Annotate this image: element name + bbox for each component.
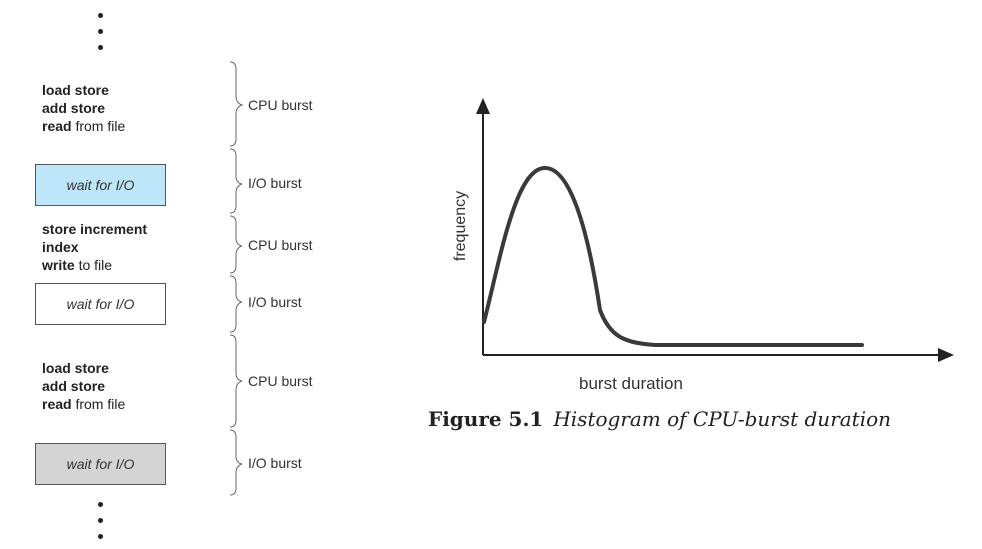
ellipsis-dot bbox=[98, 45, 103, 50]
figure-number: Figure 5.1 bbox=[428, 407, 544, 431]
brace-io-1 bbox=[229, 148, 243, 214]
io-wait-box-2: wait for I/O bbox=[35, 283, 166, 325]
ellipsis-dot bbox=[98, 29, 103, 34]
io-wait-box-3: wait for I/O bbox=[35, 443, 166, 485]
axes bbox=[482, 108, 942, 356]
cpu-instructions-2: store increment index write to file bbox=[42, 220, 147, 274]
io-wait-text: wait for I/O bbox=[66, 456, 135, 472]
instruction-bold: load store bbox=[42, 82, 109, 98]
io-wait-box-1: wait for I/O bbox=[35, 164, 166, 206]
ellipsis-dot bbox=[98, 13, 103, 18]
instruction-bold: load store bbox=[42, 360, 109, 376]
instruction-bold: add store bbox=[42, 100, 106, 116]
brace-cpu-3 bbox=[229, 334, 243, 428]
brace-cpu-1 bbox=[229, 61, 244, 147]
ellipsis-dot bbox=[98, 502, 103, 507]
instruction-bold: index bbox=[42, 239, 79, 255]
instruction-bold: add store bbox=[42, 378, 106, 394]
brace-cpu-2 bbox=[229, 215, 243, 274]
histogram: frequency burst duration bbox=[452, 98, 954, 393]
io-wait-text: wait for I/O bbox=[66, 296, 135, 312]
instruction-bold: write bbox=[42, 257, 75, 273]
instruction-bold: read bbox=[42, 118, 72, 134]
burst-label-cpu: CPU burst bbox=[248, 97, 313, 113]
x-axis-label: burst duration bbox=[579, 374, 683, 393]
braces bbox=[229, 61, 244, 496]
burst-label-io: I/O burst bbox=[248, 455, 302, 471]
brace-io-3 bbox=[229, 429, 243, 496]
figure-caption: Figure 5.1 Histogram of CPU-burst duratio… bbox=[428, 407, 891, 431]
instruction-bold: read bbox=[42, 396, 72, 412]
cpu-instructions-3: load store add store read from file bbox=[42, 359, 125, 413]
burst-label-io: I/O burst bbox=[248, 294, 302, 310]
instruction-rest: to file bbox=[74, 257, 113, 273]
io-wait-text: wait for I/O bbox=[66, 177, 135, 193]
ellipsis-dot bbox=[98, 518, 103, 523]
cpu-instructions-1: load store add store read from file bbox=[42, 81, 125, 135]
burst-label-io: I/O burst bbox=[248, 175, 302, 191]
x-axis-arrowhead bbox=[938, 348, 954, 362]
instruction-bold: store increment bbox=[42, 221, 148, 237]
y-axis-arrowhead bbox=[476, 98, 490, 114]
brace-io-2 bbox=[229, 275, 243, 333]
instruction-rest: from file bbox=[71, 396, 126, 412]
burst-label-cpu: CPU burst bbox=[248, 237, 313, 253]
ellipsis-dot bbox=[98, 534, 103, 539]
y-axis-label: frequency bbox=[452, 191, 469, 261]
frequency-curve bbox=[482, 165, 864, 347]
figure-title: Histogram of CPU-burst duration bbox=[553, 407, 892, 431]
burst-label-cpu: CPU burst bbox=[248, 373, 313, 389]
instruction-rest: from file bbox=[71, 118, 126, 134]
